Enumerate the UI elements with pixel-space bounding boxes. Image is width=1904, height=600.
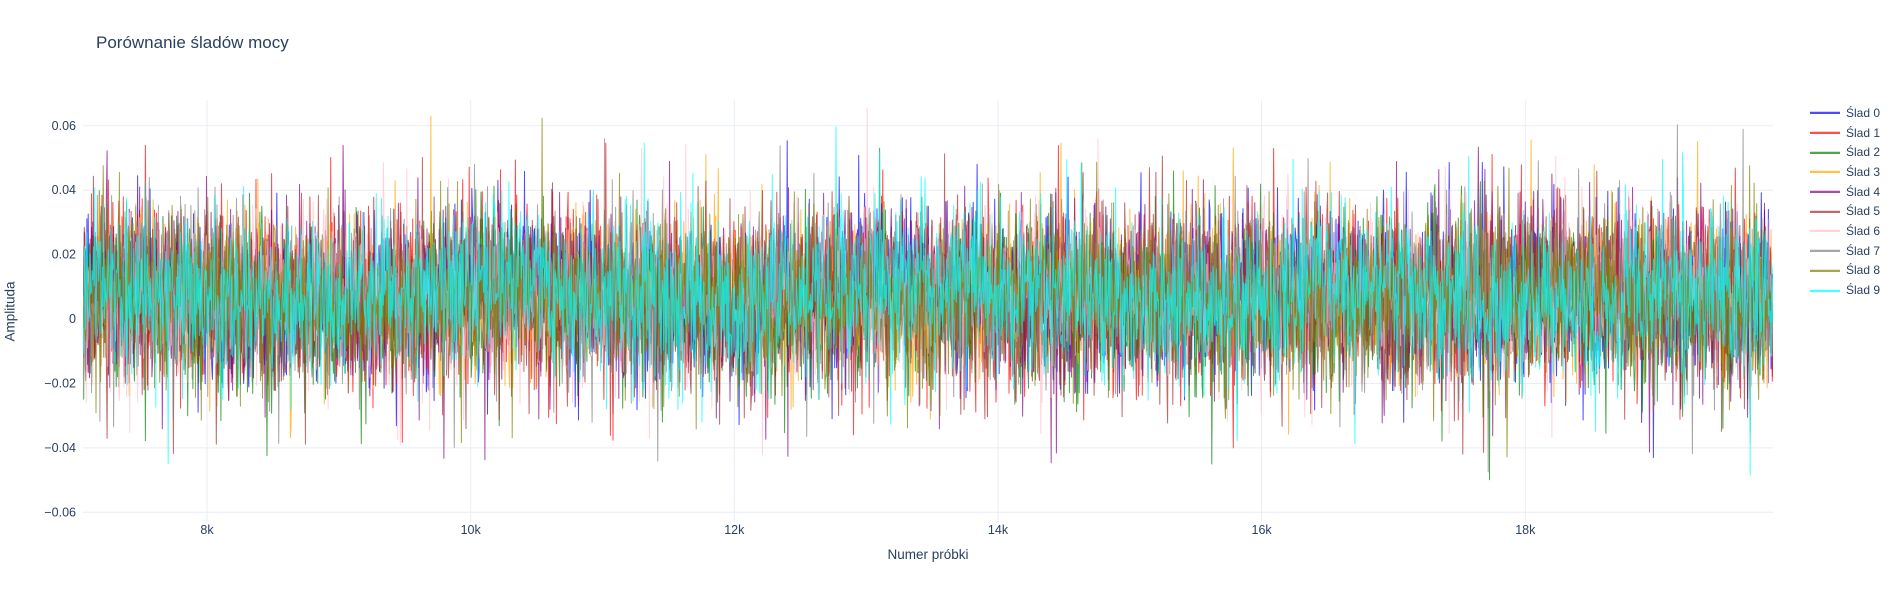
y-tick-label: 0.02	[52, 248, 76, 262]
legend-item[interactable]: Ślad 9	[1810, 280, 1880, 300]
x-axis-title: Numer próbki	[887, 547, 969, 562]
y-tick-label: −0.06	[44, 505, 76, 519]
trace-lines	[83, 107, 1773, 481]
legend-label: Ślad 7	[1846, 243, 1881, 258]
legend-line-swatch	[1810, 230, 1840, 233]
y-tick-label: −0.02	[44, 377, 76, 391]
legend-label: Ślad 0	[1846, 105, 1881, 120]
legend-label: Ślad 8	[1846, 263, 1881, 278]
legend-line-swatch	[1810, 249, 1840, 253]
y-tick-label: 0.06	[52, 119, 76, 133]
legend-line-swatch	[1810, 210, 1840, 213]
legend-line-swatch	[1810, 131, 1840, 135]
legend-item[interactable]: Ślad 0	[1810, 103, 1880, 123]
legend-label: Ślad 2	[1846, 145, 1881, 160]
legend-line-swatch	[1810, 171, 1840, 174]
legend-item[interactable]: Ślad 4	[1810, 182, 1880, 202]
legend-item[interactable]: Ślad 6	[1810, 221, 1880, 241]
legend-item[interactable]: Ślad 2	[1810, 142, 1880, 162]
axis-tick-labels: 8k 10k 12k 14k 16k 18k 0.06 0.04 0.02 0 −0.02 −0.04…	[44, 119, 1536, 537]
legend-label: Ślad 4	[1846, 184, 1881, 199]
legend-line-swatch	[1810, 289, 1840, 292]
legend-item[interactable]: Ślad 7	[1810, 241, 1880, 261]
legend-line-swatch	[1810, 190, 1840, 194]
trace-line	[83, 126, 1773, 476]
legend-item[interactable]: Ślad 3	[1810, 162, 1880, 182]
x-tick-label: 18k	[1515, 523, 1536, 537]
x-tick-label: 8k	[200, 523, 214, 537]
chart-title: Porównanie śladów mocy	[96, 33, 289, 52]
y-tick-label: 0	[69, 312, 76, 326]
legend-item[interactable]: Ślad 8	[1810, 261, 1880, 281]
x-tick-label: 10k	[461, 523, 482, 537]
x-tick-label: 12k	[724, 523, 745, 537]
x-tick-label: 14k	[988, 523, 1009, 537]
legend-line-swatch	[1810, 112, 1840, 115]
legend-label: Ślad 3	[1846, 164, 1881, 179]
legend-line-swatch	[1810, 151, 1840, 154]
legend-label: Ślad 5	[1846, 204, 1881, 219]
legend-item[interactable]: Ślad 1	[1810, 123, 1880, 143]
legend-line-swatch	[1810, 269, 1840, 272]
y-axis-title: Amplituda	[2, 281, 18, 342]
legend-label: Ślad 6	[1846, 223, 1881, 238]
legend: Ślad 0 Ślad 1 Ślad 2 Ślad 3 Ślad 4 Ślad 5 Ślad…	[1810, 103, 1880, 300]
y-tick-label: 0.04	[52, 183, 76, 197]
x-tick-label: 16k	[1252, 523, 1273, 537]
legend-label: Ślad 1	[1846, 125, 1881, 140]
legend-label: Ślad 9	[1846, 283, 1881, 298]
legend-item[interactable]: Ślad 5	[1810, 201, 1880, 221]
y-tick-label: −0.04	[44, 441, 76, 455]
